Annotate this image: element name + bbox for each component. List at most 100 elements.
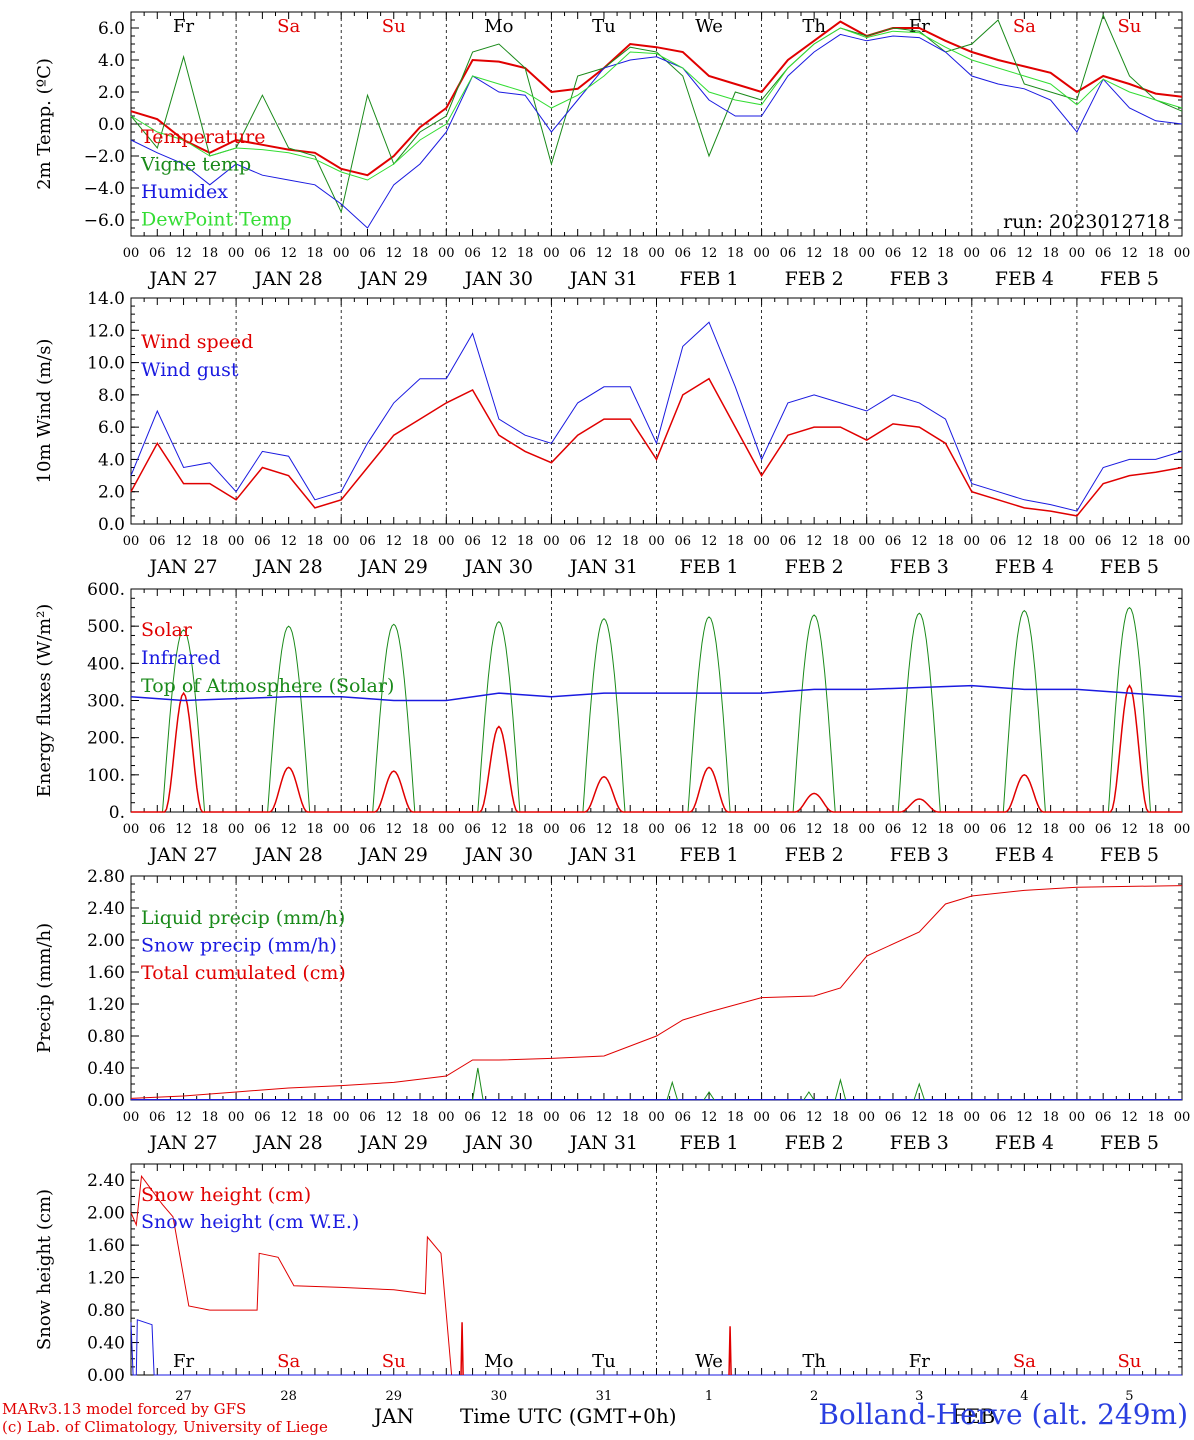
y-tick-label: 1.60 [87,963,125,983]
panel-4: 2.80 2.40 2.00 1.60 1.20 0.80 0.40 0.00 Precip (… [34,867,1190,1154]
legend-entry: Vigne temp [140,154,251,176]
liquid-precip-spike [472,1067,484,1101]
hour-label: 12 [701,534,718,549]
hour-label: 12 [1016,822,1033,837]
hour-label: 12 [280,534,297,549]
hour-label: 06 [569,822,586,837]
hour-label: 12 [596,822,613,837]
hour-label: 06 [885,822,902,837]
day-number-label: 4 [1020,1389,1028,1404]
hour-label: 00 [438,1110,455,1125]
hour-label: 00 [228,246,245,261]
date-label: JAN 28 [253,844,323,866]
hour-label: 00 [1069,246,1086,261]
hour-label: 18 [307,246,324,261]
weekday-label: Sa [277,1351,300,1372]
hour-label: 06 [149,534,166,549]
weekday-label: Su [382,1351,406,1372]
credits: MARv3.13 model forced by GFS (c) Lab. of… [2,1400,328,1436]
hour-label: 00 [964,1110,981,1125]
hour-label: 06 [885,534,902,549]
hour-label: 06 [1095,534,1112,549]
hour-label: 06 [359,246,376,261]
legend-entry: Temperature [141,126,265,148]
legend-entry: Wind speed [141,331,253,353]
hour-label: 00 [1174,246,1191,261]
y-tick-label: −6.0 [84,211,125,231]
y-tick-label: 0.0 [98,115,125,135]
hour-label: 12 [385,822,402,837]
y-tick-label: 14.0 [87,289,125,309]
hour-label: 00 [1069,1110,1086,1125]
y-tick-label: 4.0 [98,51,125,71]
hour-label: 18 [832,246,849,261]
hour-label: 18 [517,534,534,549]
date-label: JAN 27 [147,844,217,866]
hour-label: 18 [622,1110,639,1125]
hour-label: 00 [333,534,350,549]
hour-label: 12 [596,246,613,261]
hour-label: 00 [543,246,560,261]
weekday-label: Tu [592,1351,616,1372]
series-line-wind-speed [130,377,1183,517]
hour-label: 06 [569,534,586,549]
weekday-label: Mo [484,16,513,37]
hour-label: 00 [543,534,560,549]
y-tick-label: 2.00 [87,1204,125,1224]
legend-entry: DewPoint Temp [141,209,292,231]
hour-label: 12 [596,1110,613,1125]
date-label: JAN 31 [568,844,638,866]
hour-label: 06 [780,1110,797,1125]
hour-label: 18 [517,822,534,837]
hour-label: 12 [385,1110,402,1125]
date-label: FEB 2 [785,556,844,578]
date-label: FEB 5 [1100,268,1159,290]
hour-label: 18 [1147,534,1164,549]
hour-label: 12 [806,1110,823,1125]
hour-label: 18 [517,246,534,261]
hour-label: 18 [727,246,744,261]
run-annotation: run: 2023012718 [1003,211,1170,233]
hour-label: 12 [701,822,718,837]
date-label: FEB 1 [679,844,738,866]
hour-label: 06 [675,534,692,549]
weekday-label: Fr [173,16,194,37]
date-label: FEB 4 [995,268,1054,290]
hour-label: 12 [1121,822,1138,837]
weekday-label: Tu [592,16,616,37]
day-number-label: 31 [596,1389,613,1404]
hour-label: 06 [1095,246,1112,261]
y-tick-label: 0.00 [87,1366,125,1386]
y-tick-label: 8.0 [98,386,125,406]
hour-label: 12 [385,534,402,549]
day-number-label: 30 [491,1389,508,1404]
date-label: FEB 2 [785,1132,844,1154]
panel-3: 600. 500. 400. 300. 200. 100. 0. Energy fluxes … [34,580,1190,866]
y-tick-label: 10.0 [87,354,125,374]
hour-label: 12 [911,534,928,549]
date-label: JAN 28 [253,556,323,578]
hour-label: 18 [412,1110,429,1125]
model-line: MARv3.13 model forced by GFS [2,1400,247,1418]
date-label: JAN 29 [358,268,428,290]
date-label: JAN 29 [358,1132,428,1154]
hour-label: 06 [359,534,376,549]
weekday-label: Fr [173,1351,194,1372]
hour-label: 00 [228,534,245,549]
y-tick-label: 2.80 [87,867,125,887]
hour-label: 06 [569,246,586,261]
hour-label: 06 [780,822,797,837]
day-number-label: 2 [810,1389,818,1404]
legend-entry: Top of Atmosphere (Solar) [141,675,394,697]
series-line-snow-we [130,1319,1182,1376]
hour-label: 12 [491,1110,508,1125]
y-tick-label: 1.60 [87,1236,125,1256]
date-label: JAN 31 [568,556,638,578]
y-axis-label: Energy fluxes (W/m²) [34,604,55,798]
hour-label: 18 [1147,822,1164,837]
hour-label: 18 [1042,534,1059,549]
y-tick-label: 2.0 [98,83,125,103]
date-label: FEB 3 [890,844,949,866]
hour-label: 00 [648,1110,665,1125]
panel-5: 2.40 2.00 1.60 1.20 0.80 0.40 0.00 Snow height … [34,1163,1183,1404]
